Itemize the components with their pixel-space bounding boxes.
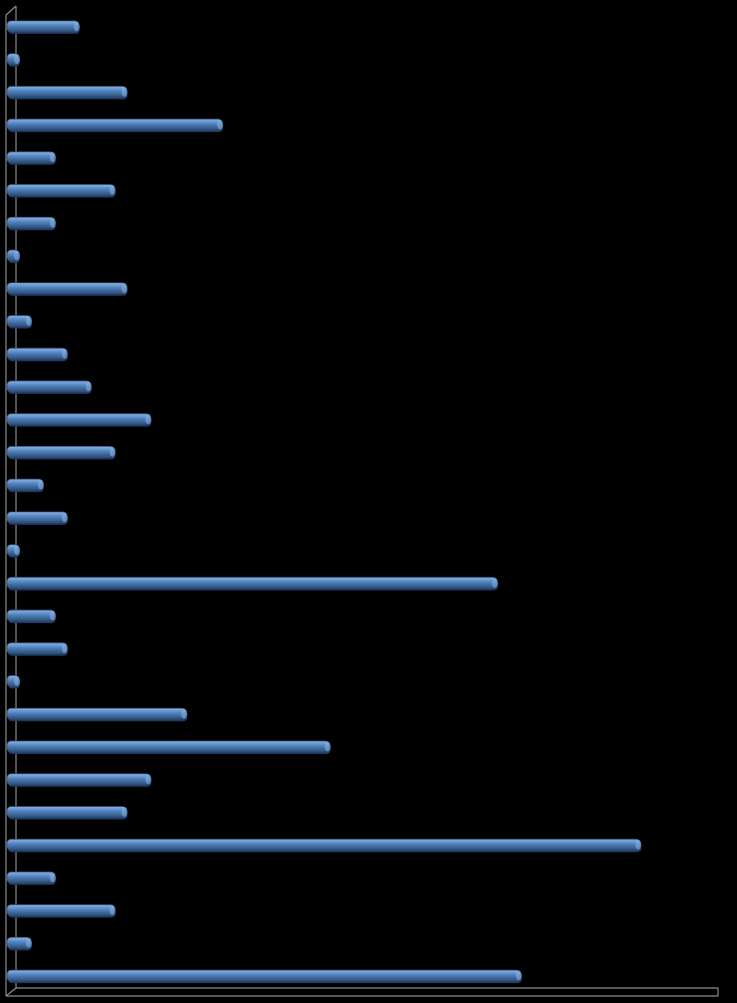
bar <box>6 118 223 131</box>
bar <box>6 20 80 33</box>
bar-end-cap <box>49 152 56 163</box>
bar <box>6 85 127 98</box>
bar <box>6 707 187 720</box>
bar <box>6 904 115 917</box>
bar-end-cap <box>13 54 20 65</box>
bar <box>6 773 151 786</box>
bar-end-cap <box>61 643 68 654</box>
bar <box>6 642 68 655</box>
bar-end-cap <box>13 676 20 687</box>
bar-end-cap <box>121 283 128 294</box>
bar <box>6 347 68 360</box>
bar-end-cap <box>121 86 128 97</box>
axis-depth-top <box>5 5 17 16</box>
bar-end-cap <box>73 21 80 32</box>
bar-end-cap <box>13 545 20 556</box>
bar-end-cap <box>49 610 56 621</box>
bar-series <box>6 20 642 984</box>
bar-end-cap <box>49 217 56 228</box>
bar-end-cap <box>61 512 68 523</box>
bar-end-cap <box>25 315 32 326</box>
bar <box>6 740 331 753</box>
bar-end-cap <box>109 185 116 196</box>
bar <box>6 478 44 491</box>
bar-end-cap <box>85 381 92 392</box>
bar <box>6 413 151 426</box>
bar <box>6 609 56 622</box>
bar <box>6 151 56 164</box>
bar-end-cap <box>109 905 116 916</box>
bar <box>6 511 68 524</box>
bar-end-cap <box>61 348 68 359</box>
bar-end-cap <box>635 839 642 850</box>
bar-end-cap <box>121 806 128 817</box>
bar-end-cap <box>515 970 522 981</box>
bar <box>6 380 92 393</box>
bar-end-cap <box>217 119 224 130</box>
bar <box>6 445 115 458</box>
bar-end-cap <box>49 872 56 883</box>
bar-end-cap <box>37 479 44 490</box>
bar-end-cap <box>109 446 116 457</box>
bar-end-cap <box>25 937 32 948</box>
bar <box>6 216 56 229</box>
bar-end-cap <box>145 414 152 425</box>
bar <box>6 184 115 196</box>
bar-end-cap <box>145 774 152 785</box>
bar <box>6 282 127 295</box>
bar <box>6 838 641 851</box>
bar-end-cap <box>324 741 331 752</box>
bar-end-cap <box>13 250 20 261</box>
bar <box>6 576 498 589</box>
bar <box>6 969 522 982</box>
chart-axes <box>5 5 719 997</box>
bar <box>6 806 127 818</box>
axis-depth-bottom <box>5 987 17 997</box>
bar <box>6 871 56 884</box>
bar-end-cap <box>181 708 188 719</box>
bar-end-cap <box>491 577 498 588</box>
